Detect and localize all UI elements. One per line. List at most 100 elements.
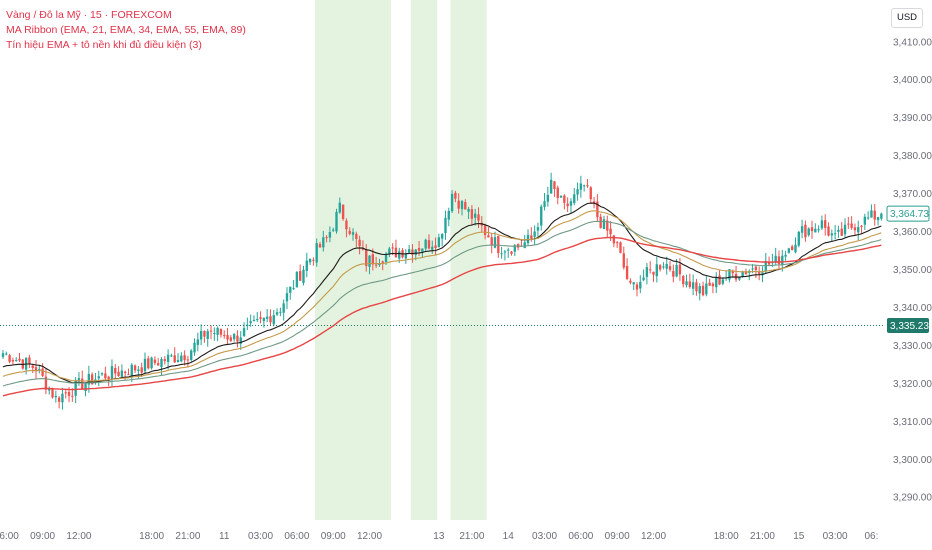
y-tick-label: 3,320.00	[893, 379, 932, 390]
candle-body	[71, 395, 74, 397]
candle-body	[292, 288, 295, 290]
signal-legend[interactable]: Tín hiệu EMA + tô nền khi đủ điều kiện (…	[6, 39, 202, 51]
currency-button[interactable]: USD	[891, 8, 923, 28]
price-axis[interactable]: 3,410.00 3,400.00 3,390.00 3,380.00 3,370.00…	[885, 0, 932, 550]
candle-body	[546, 194, 550, 202]
y-tick-label: 3,360.00	[893, 227, 932, 238]
candle-body	[394, 247, 398, 258]
candle-body	[279, 311, 282, 313]
candle-body	[691, 282, 695, 289]
candle-body	[371, 254, 375, 265]
candle-body	[404, 253, 408, 259]
candle-body	[348, 230, 351, 234]
candle-body	[649, 269, 652, 271]
candle-body	[87, 373, 91, 385]
candle-body	[190, 350, 193, 360]
x-tick-label: 14	[503, 531, 515, 542]
time-axis[interactable]: 06:00 09:00 12:00 18:00 21:00 11 03:00 06:00 09:…	[0, 520, 885, 550]
candle-body	[318, 244, 322, 248]
candle-body	[368, 255, 371, 267]
candle-body	[163, 359, 166, 362]
symbol-title[interactable]: Vàng / Đô la Mỹ · 15 · FOREXCOM	[6, 9, 172, 21]
ema-21-line	[2, 202, 882, 384]
candle-body	[507, 249, 510, 251]
candle-body	[450, 193, 454, 212]
candle-body	[285, 293, 289, 302]
chart-legend: Vàng / Đô la Mỹ · 15 · FOREXCOM MA Ribbo…	[6, 8, 246, 53]
candle-body	[104, 373, 107, 379]
candle-body	[665, 264, 668, 269]
candle-body	[31, 365, 34, 369]
candle-body	[312, 259, 315, 261]
candle-body	[682, 276, 685, 285]
candle-body	[183, 355, 186, 361]
candle-body	[249, 321, 252, 324]
candle-body	[827, 226, 830, 236]
candle-body	[219, 328, 223, 335]
candle-body	[866, 217, 870, 219]
ema-34-line	[2, 210, 882, 382]
candle-body	[751, 268, 754, 270]
candle-body	[381, 261, 384, 263]
current-price-badge	[887, 318, 929, 334]
ma-ribbon-legend[interactable]: MA Ribbon (EMA, 21, EMA, 34, EMA, 55, EM…	[6, 24, 246, 36]
candle-body	[246, 324, 249, 326]
time-axis-background	[0, 520, 885, 550]
candle-body	[8, 355, 11, 362]
y-tick-label: 3,290.00	[893, 493, 932, 504]
candle-body	[275, 312, 279, 315]
signal-highlight-zones	[315, 0, 487, 520]
x-tick-label: 12:00	[357, 531, 382, 542]
candle-body	[166, 354, 170, 362]
candle-body	[658, 265, 662, 270]
candle-body	[668, 266, 672, 270]
candle-body	[48, 388, 51, 391]
candle-body	[193, 342, 196, 353]
candle-body	[833, 233, 837, 235]
candle-body	[503, 251, 507, 253]
x-tick-label: 13	[433, 531, 445, 542]
candle-body	[870, 210, 873, 218]
candle-body	[84, 382, 87, 391]
candle-body	[51, 388, 54, 398]
candle-body	[308, 258, 312, 263]
candle-body	[606, 220, 609, 231]
candle-body	[223, 335, 226, 337]
x-tick-label: 21:00	[459, 531, 484, 542]
candle-body	[500, 253, 503, 255]
candle-body	[592, 201, 596, 204]
candle-body	[15, 359, 18, 361]
candle-body	[876, 217, 880, 221]
candle-body	[21, 359, 25, 369]
candle-body	[305, 260, 308, 271]
candle-body	[454, 192, 457, 199]
candle-body	[298, 271, 302, 281]
candle-body	[873, 210, 876, 220]
candle-body	[794, 244, 797, 253]
candle-body	[256, 319, 259, 321]
y-tick-label: 3,330.00	[893, 341, 932, 352]
candle-body	[837, 229, 840, 232]
ma-ribbon-lines	[2, 202, 882, 397]
candle-body	[536, 227, 540, 231]
candle-body	[579, 183, 583, 190]
last-price-label: 3,364.73	[890, 209, 929, 220]
candle-body	[361, 247, 365, 250]
candle-body	[391, 247, 394, 249]
candle-body	[262, 317, 266, 322]
candle-body	[332, 229, 335, 231]
candle-body	[695, 282, 698, 292]
candle-body	[176, 360, 180, 362]
candle-body	[226, 335, 229, 340]
candle-body	[781, 255, 784, 266]
candle-body	[540, 206, 543, 226]
candle-body	[147, 358, 150, 369]
candle-body	[38, 368, 41, 370]
candle-body	[490, 237, 493, 246]
candle-body	[123, 371, 127, 374]
candle-body	[853, 227, 857, 231]
candle-body	[731, 270, 734, 274]
candle-body	[777, 256, 781, 265]
candle-body	[678, 264, 682, 275]
